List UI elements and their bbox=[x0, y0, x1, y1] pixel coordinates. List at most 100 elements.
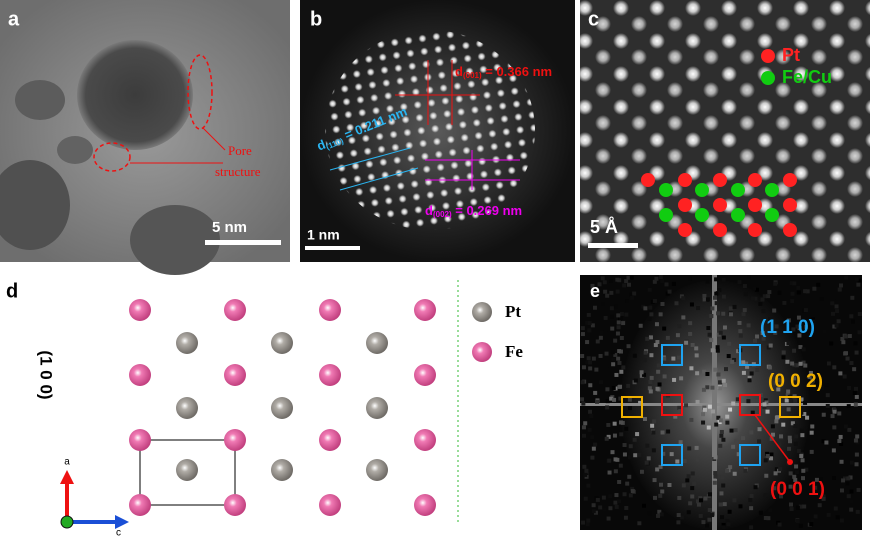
noise-pixel bbox=[741, 370, 746, 375]
fe-atom bbox=[319, 299, 341, 321]
noise-pixel bbox=[728, 312, 733, 317]
annotation: structure bbox=[215, 164, 261, 179]
noise-pixel bbox=[723, 383, 728, 388]
panel-c: Pt Fe/Cu c 5 Å bbox=[580, 0, 870, 262]
noise-pixel bbox=[622, 452, 627, 457]
pt-atom bbox=[366, 332, 388, 354]
fe-atom bbox=[224, 494, 246, 516]
streak bbox=[580, 403, 862, 406]
noise-pixel bbox=[803, 289, 808, 294]
noise-pixel bbox=[694, 346, 699, 351]
noise-pixel bbox=[781, 422, 786, 427]
spot-box bbox=[621, 396, 643, 418]
noise-pixel bbox=[820, 385, 825, 390]
noise-pixel bbox=[656, 369, 661, 374]
noise-pixel bbox=[702, 297, 707, 302]
noise-pixel bbox=[770, 432, 775, 437]
noise-pixel bbox=[662, 374, 667, 379]
noise-pixel bbox=[737, 280, 742, 285]
noise-pixel bbox=[645, 443, 650, 448]
noise-pixel bbox=[826, 512, 831, 517]
noise-pixel bbox=[795, 505, 800, 510]
noise-pixel bbox=[781, 350, 786, 355]
plane-label: (1 0 0) bbox=[37, 350, 56, 399]
noise-pixel bbox=[801, 468, 806, 473]
noise-pixel bbox=[628, 444, 633, 449]
noise-pixel bbox=[630, 295, 635, 300]
spot-box bbox=[739, 344, 761, 366]
noise-pixel bbox=[721, 277, 726, 282]
noise-pixel bbox=[679, 515, 684, 520]
noise-pixel bbox=[654, 276, 659, 281]
noise-pixel bbox=[710, 385, 715, 390]
noise-pixel bbox=[619, 369, 624, 374]
noise-pixel bbox=[681, 315, 686, 320]
noise-pixel bbox=[610, 326, 615, 331]
noise-pixel bbox=[784, 398, 789, 403]
noise-pixel bbox=[834, 304, 839, 309]
noise-pixel bbox=[580, 397, 585, 402]
noise-pixel bbox=[736, 349, 741, 354]
noise-pixel bbox=[755, 368, 760, 373]
noise-pixel bbox=[665, 361, 670, 366]
noise-pixel bbox=[846, 404, 851, 409]
noise-pixel bbox=[624, 426, 629, 431]
noise-pixel bbox=[580, 332, 585, 337]
noise-pixel bbox=[581, 430, 586, 435]
noise-pixel bbox=[836, 319, 841, 324]
noise-pixel bbox=[609, 278, 614, 283]
noise-pixel bbox=[713, 474, 718, 479]
noise-pixel bbox=[580, 380, 585, 385]
noise-pixel bbox=[619, 311, 624, 316]
noise-pixel bbox=[644, 460, 649, 465]
noise-pixel bbox=[597, 282, 602, 287]
noise-pixel bbox=[653, 343, 658, 348]
atom bbox=[765, 183, 779, 197]
noise-pixel bbox=[624, 279, 629, 284]
noise-pixel bbox=[757, 427, 762, 432]
noise-pixel bbox=[618, 316, 623, 321]
noise-pixel bbox=[708, 492, 713, 497]
noise-pixel bbox=[698, 496, 703, 501]
noise-pixel bbox=[614, 504, 619, 509]
noise-pixel bbox=[805, 415, 810, 420]
noise-pixel bbox=[747, 375, 752, 380]
noise-pixel bbox=[688, 321, 693, 326]
noise-pixel bbox=[713, 367, 718, 372]
noise-pixel bbox=[679, 376, 684, 381]
noise-pixel bbox=[718, 443, 723, 448]
noise-pixel bbox=[799, 428, 804, 433]
particle bbox=[77, 40, 193, 150]
noise-pixel bbox=[642, 503, 647, 508]
noise-pixel bbox=[832, 365, 837, 370]
noise-pixel bbox=[643, 350, 648, 355]
fe-atom bbox=[414, 364, 436, 386]
noise-pixel bbox=[773, 330, 778, 335]
noise-pixel bbox=[586, 518, 591, 523]
noise-pixel bbox=[856, 282, 861, 287]
noise-pixel bbox=[595, 497, 600, 502]
noise-pixel bbox=[608, 494, 613, 499]
noise-pixel bbox=[726, 522, 731, 527]
noise-pixel bbox=[849, 507, 854, 512]
noise-pixel bbox=[721, 483, 726, 488]
noise-pixel bbox=[614, 372, 619, 377]
noise-pixel bbox=[810, 486, 815, 491]
noise-pixel bbox=[749, 371, 754, 376]
spot-box bbox=[661, 344, 683, 366]
noise-pixel bbox=[598, 353, 603, 358]
legend-label: Fe bbox=[505, 342, 523, 361]
noise-pixel bbox=[590, 283, 595, 288]
noise-pixel bbox=[613, 457, 618, 462]
atom bbox=[713, 198, 727, 212]
noise-pixel bbox=[662, 326, 667, 331]
noise-pixel bbox=[649, 375, 654, 380]
noise-pixel bbox=[673, 414, 678, 419]
noise-pixel bbox=[681, 483, 686, 488]
noise-pixel bbox=[786, 389, 791, 394]
noise-pixel bbox=[810, 380, 815, 385]
noise-pixel bbox=[832, 324, 837, 329]
noise-pixel bbox=[604, 363, 609, 368]
noise-pixel bbox=[586, 312, 591, 317]
atom bbox=[641, 173, 655, 187]
